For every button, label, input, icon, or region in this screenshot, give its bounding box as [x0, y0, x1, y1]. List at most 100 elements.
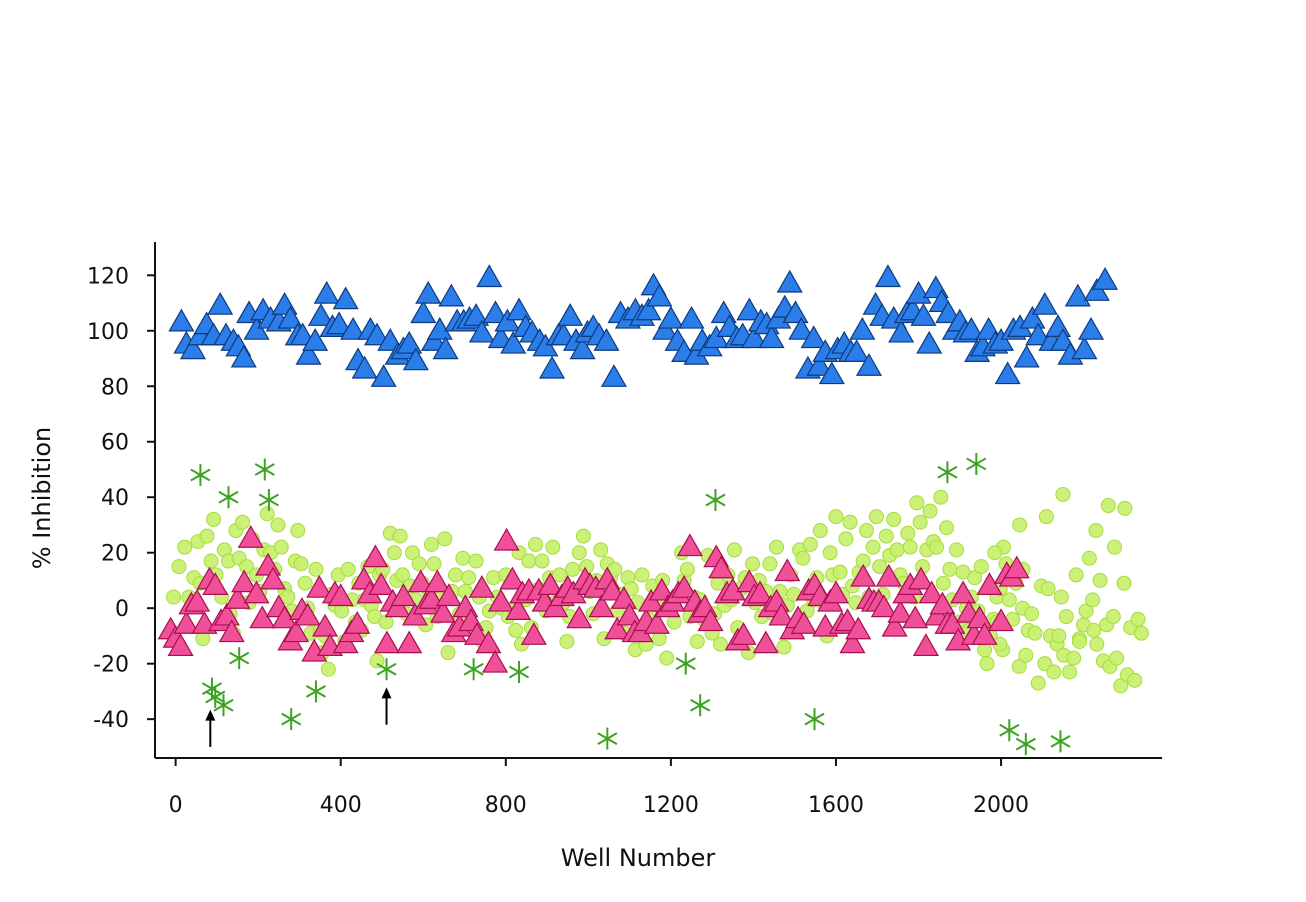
compound-point	[1092, 572, 1108, 588]
series-positive-control	[168, 264, 1119, 387]
compound-point	[1109, 650, 1125, 666]
negative-control-point	[768, 602, 795, 626]
hit-point	[508, 661, 530, 683]
negative-control-point	[231, 569, 258, 593]
negative-control-point	[390, 583, 417, 607]
compound-point	[308, 561, 324, 577]
negative-control-point	[435, 583, 462, 607]
compound-point	[865, 539, 881, 555]
negative-control-point	[648, 577, 675, 601]
hit-point	[258, 489, 279, 511]
compound-point	[1018, 647, 1034, 663]
compound-point	[528, 536, 544, 552]
compound-point	[1078, 603, 1094, 619]
negative-control-point	[493, 527, 520, 551]
positive-control-point	[340, 316, 367, 340]
x-tick-label: 1600	[808, 793, 864, 818]
compound-point	[1117, 500, 1133, 516]
hit-point	[463, 658, 484, 681]
positive-control-point	[1025, 322, 1052, 346]
compound-point	[832, 564, 848, 580]
compound-point	[1062, 664, 1078, 680]
negative-control-point	[362, 544, 389, 568]
positive-control-point	[910, 303, 937, 326]
negative-control-point	[396, 630, 423, 654]
hit-point	[201, 677, 223, 700]
hit-point	[376, 658, 397, 681]
positive-control-point	[438, 283, 465, 307]
compound-point	[203, 553, 219, 569]
positive-control-point	[958, 316, 985, 340]
negative-control-point	[850, 563, 877, 587]
positive-control-point	[646, 283, 673, 307]
positive-control-point	[855, 353, 883, 376]
compound-point	[1089, 636, 1105, 652]
positive-control-point	[557, 303, 584, 326]
compound-point	[369, 653, 385, 669]
hit-point	[597, 727, 618, 750]
negative-control-point	[482, 649, 509, 673]
hit-point	[690, 694, 711, 717]
compound-point	[979, 656, 995, 672]
y-tick-label: 120	[87, 264, 129, 289]
arrow-annotation	[205, 709, 216, 747]
compound-point	[1086, 622, 1102, 638]
x-tick-label: 400	[320, 793, 362, 818]
negative-control-point	[463, 622, 490, 645]
y-tick-label: 0	[115, 597, 129, 622]
compound-point	[1071, 633, 1087, 649]
compound-point	[270, 517, 286, 533]
hit-point	[675, 652, 696, 675]
negative-control-point	[294, 602, 321, 626]
compound-point	[199, 528, 215, 544]
compound-point	[280, 589, 296, 605]
compound-point	[939, 520, 955, 536]
negative-control-point	[676, 533, 703, 557]
negative-control-point	[312, 613, 339, 637]
compound-point	[320, 661, 336, 677]
positive-control-point	[396, 330, 423, 354]
compound-point	[878, 528, 894, 544]
positive-control-point	[776, 269, 803, 293]
x-tick-label: 1200	[643, 793, 699, 818]
negative-control-point	[697, 608, 724, 632]
positive-control-point	[888, 319, 915, 343]
positive-control-point	[569, 336, 596, 360]
compound-point	[1055, 486, 1071, 502]
hit-point	[1050, 730, 1071, 753]
compound-point	[1081, 550, 1097, 566]
negative-control-point	[643, 611, 670, 634]
compound-point	[828, 509, 844, 525]
compound-point	[455, 550, 471, 566]
positive-control-point	[758, 325, 785, 349]
positive-control-point	[849, 316, 876, 340]
compound-point	[166, 589, 182, 605]
positive-control-point	[806, 353, 833, 376]
compound-point	[689, 633, 705, 649]
hit-point	[937, 461, 958, 484]
positive-control-point	[370, 364, 397, 387]
positive-control-point	[1092, 267, 1119, 290]
negative-control-point	[499, 566, 526, 590]
compound-point	[177, 539, 193, 555]
negative-control-point	[902, 605, 929, 629]
positive-control-point	[788, 316, 815, 340]
negative-control-point	[202, 572, 229, 596]
x-tick-label: 2000	[973, 793, 1029, 818]
negative-control-point	[907, 566, 935, 590]
positive-control-point	[402, 347, 429, 371]
series-negative-control	[157, 525, 1030, 673]
negative-control-point	[616, 602, 643, 626]
positive-control-point	[168, 308, 195, 332]
positive-control-point	[410, 300, 437, 324]
compound-point	[922, 503, 938, 519]
positive-control-point	[468, 319, 495, 343]
positive-control-point	[432, 336, 459, 360]
compound-point	[889, 542, 905, 558]
negative-control-point	[929, 591, 956, 615]
negative-control-point	[283, 619, 310, 643]
hit-point	[190, 464, 211, 487]
positive-control-point	[818, 361, 845, 385]
positive-control-point	[600, 364, 627, 387]
negative-control-point	[588, 594, 615, 618]
